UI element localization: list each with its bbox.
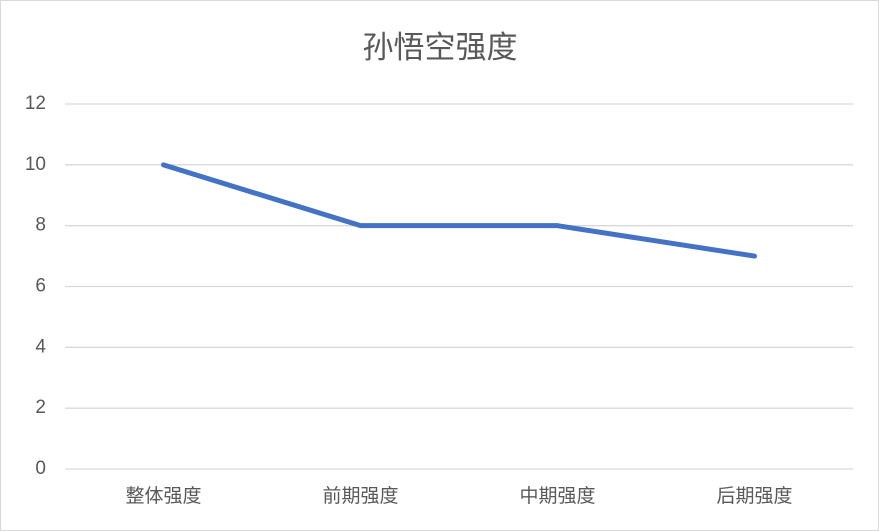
chart-title: 孙悟空强度: [363, 30, 518, 65]
y-tick-label: 4: [35, 336, 46, 357]
y-tick-label: 0: [35, 458, 46, 479]
y-tick-label: 12: [25, 93, 46, 114]
x-tick-label: 后期强度: [716, 485, 792, 507]
y-tick-label: 6: [35, 276, 46, 297]
y-tick-label: 10: [25, 154, 46, 175]
data-line: [161, 162, 757, 259]
y-tick-label: 8: [35, 215, 46, 236]
y-tick-label: 2: [35, 397, 46, 418]
x-tick-label: 中期强度: [519, 485, 595, 507]
x-tick-label: 前期强度: [322, 485, 398, 507]
x-tick-label: 整体强度: [125, 485, 201, 507]
